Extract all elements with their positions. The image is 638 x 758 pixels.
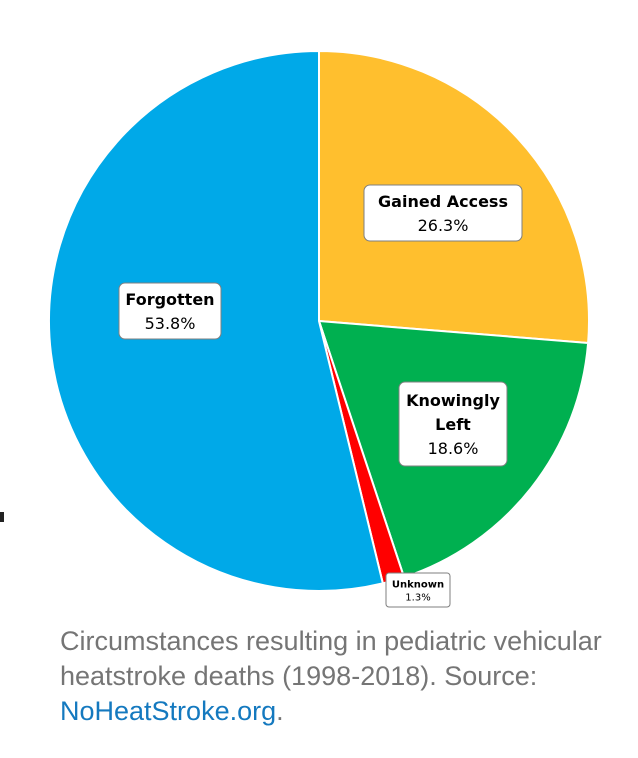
label-unknown: Unknown 1.3%	[385, 572, 451, 608]
label-forgotten: Forgotten 53.8%	[118, 282, 222, 340]
slice-name: Unknown	[392, 580, 444, 591]
slice-name: Left	[435, 415, 471, 434]
caption-text: Circumstances resulting in pediatric veh…	[60, 626, 602, 691]
caption-end: .	[276, 696, 284, 726]
label-knowingly-left: Knowingly Left 18.6%	[398, 381, 508, 467]
label-gained-access: Gained Access 26.3%	[363, 184, 523, 242]
slice-value: 18.6%	[428, 439, 479, 458]
edge-mark	[0, 512, 4, 522]
label-box	[398, 381, 508, 467]
figure-caption: Circumstances resulting in pediatric veh…	[60, 624, 620, 729]
pie-labels: Gained Access 26.3% Knowingly Left 18.6% Unkn…	[118, 184, 523, 608]
label-box	[363, 184, 523, 242]
slice-value: 26.3%	[418, 216, 469, 235]
slice-value: 1.3%	[405, 593, 430, 604]
slice-name: Gained Access	[378, 192, 508, 211]
pie-slices	[47, 49, 590, 592]
source-link[interactable]: NoHeatStroke.org	[60, 696, 277, 726]
slice-value: 53.8%	[145, 314, 196, 333]
pie-chart: Gained Access 26.3% Knowingly Left 18.6% Unkn…	[47, 49, 590, 608]
label-box	[385, 572, 451, 608]
slice-name: Forgotten	[125, 290, 214, 309]
label-box	[118, 282, 222, 340]
slice-name: Knowingly	[406, 391, 500, 410]
